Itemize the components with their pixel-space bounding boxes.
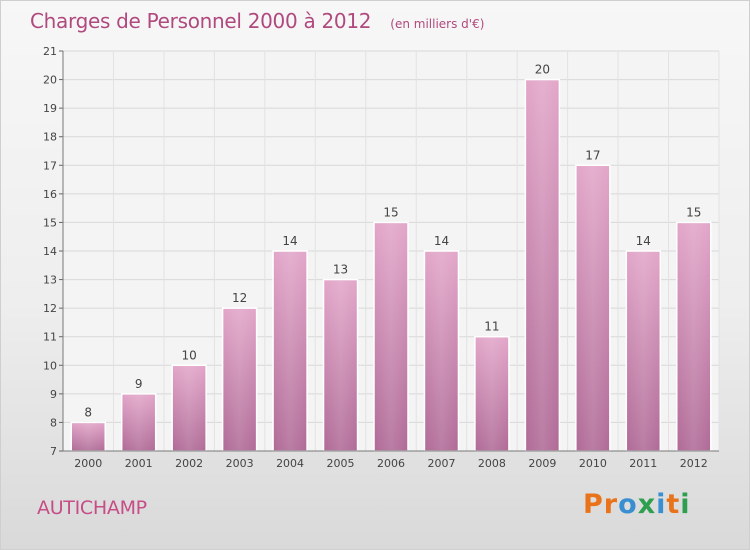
y-tick-label: 21 (43, 45, 57, 58)
bar-sheen (375, 223, 407, 450)
y-tick-label: 16 (43, 188, 57, 201)
value-label: 14 (636, 234, 651, 248)
y-tick-label: 20 (43, 74, 57, 87)
value-label: 15 (686, 205, 701, 219)
x-tick-label: 2011 (629, 457, 657, 470)
value-label: 9 (135, 377, 143, 391)
logo-letter: r (603, 489, 619, 520)
x-tick-label: 2007 (427, 457, 455, 470)
bar-sheen (223, 309, 256, 450)
chart-title: Charges de Personnel 2000 à 2012 (30, 9, 372, 33)
bar-sheen (475, 337, 508, 450)
x-tick-label: 2006 (377, 457, 405, 470)
y-tick-label: 13 (43, 274, 57, 287)
logo-letter: t (666, 489, 681, 520)
logo-letter: P (583, 489, 604, 520)
value-label: 13 (333, 263, 348, 277)
axes (59, 50, 719, 452)
y-tick-label: 10 (43, 359, 57, 372)
value-label: 14 (434, 234, 449, 248)
x-tick-label: 2008 (478, 457, 506, 470)
value-label: 8 (84, 405, 92, 419)
y-tick-label: 17 (43, 159, 57, 172)
value-label: 14 (282, 234, 297, 248)
bar-sheen (425, 252, 458, 450)
x-tick-label: 2001 (125, 457, 153, 470)
value-label: 12 (232, 291, 247, 305)
bar-sheen (72, 423, 105, 450)
y-tick-label: 12 (43, 302, 57, 315)
logo-letter: i (656, 489, 667, 520)
commune-name: AUTICHAMP (37, 497, 147, 519)
value-label: 17 (585, 148, 600, 162)
logo-letter: x (637, 489, 657, 520)
value-label: 11 (484, 320, 499, 334)
y-tick-label: 15 (43, 216, 57, 229)
x-tick-label: 2005 (327, 457, 355, 470)
logo-letter: o (618, 489, 638, 520)
bar-sheen (677, 223, 710, 450)
y-tick-label: 9 (50, 388, 57, 401)
value-label: 15 (383, 205, 398, 219)
chart-title-area: Charges de Personnel 2000 à 2012 (en mil… (30, 9, 484, 33)
bar-sheen (274, 252, 307, 450)
y-tick-label: 11 (43, 331, 57, 344)
bar-sheen (627, 252, 660, 450)
y-tick-label: 19 (43, 102, 57, 115)
proxiti-logo: Proxiti (583, 489, 691, 520)
labels: 7 8 9 10 11 12 13 14 15 16 17 18 19 20 21 8 2000 9 2001 10 2… (43, 45, 708, 470)
bar-sheen (173, 366, 206, 450)
x-tick-label: 2002 (175, 457, 203, 470)
x-tick-label: 2004 (276, 457, 304, 470)
x-tick-label: 2010 (579, 457, 607, 470)
x-tick-label: 2009 (528, 457, 556, 470)
value-label: 10 (182, 348, 197, 362)
value-label: 20 (535, 63, 550, 77)
bar-sheen (324, 280, 357, 450)
y-tick-label: 7 (50, 445, 57, 458)
bar-sheen (526, 80, 559, 451)
chart-subtitle: (en milliers d'€) (390, 17, 485, 31)
x-tick-label: 2000 (74, 457, 102, 470)
bars (70, 78, 712, 452)
y-tick-label: 8 (50, 416, 57, 429)
x-tick-label: 2003 (226, 457, 254, 470)
y-tick-label: 18 (43, 131, 57, 144)
logo-letter: i (680, 489, 691, 520)
bar-sheen (122, 394, 155, 450)
x-tick-label: 2012 (680, 457, 708, 470)
y-tick-label: 14 (43, 245, 57, 258)
bar-sheen (576, 166, 609, 451)
